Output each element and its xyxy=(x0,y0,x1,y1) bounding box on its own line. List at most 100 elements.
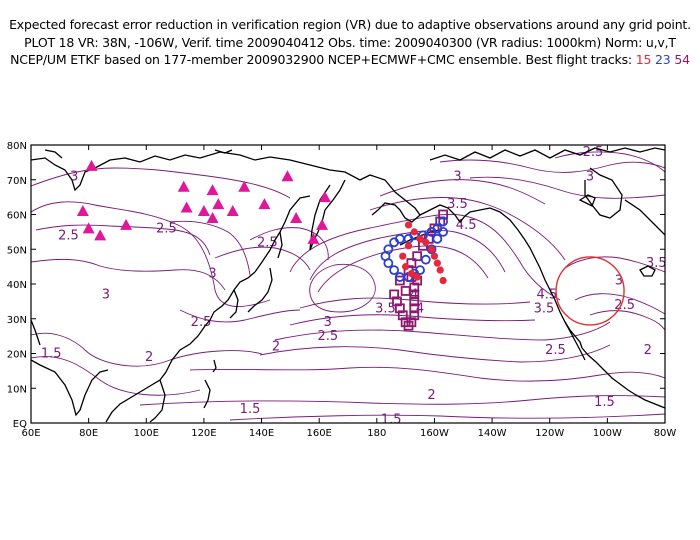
lon-label: 140W xyxy=(478,428,507,439)
track-54-point xyxy=(394,303,405,314)
contour-label: 4.5 xyxy=(537,287,558,302)
philippines-coast xyxy=(203,379,211,409)
contour-line xyxy=(369,197,566,261)
lat-label: 10N xyxy=(7,384,27,395)
observation-triangle xyxy=(197,205,210,217)
track-54-point xyxy=(409,303,420,314)
observation-triangle xyxy=(177,180,190,192)
kamchatka-coast xyxy=(309,179,346,251)
verification-region-circle xyxy=(555,256,625,326)
track-15-point xyxy=(436,266,444,274)
india-coast xyxy=(31,359,109,417)
contour-label: 2.5 xyxy=(191,315,212,330)
track-label-54: 54 xyxy=(674,52,690,67)
great-lakes xyxy=(639,265,656,277)
lon-label: 60E xyxy=(21,428,40,439)
contour-line xyxy=(289,213,561,301)
contour-label: 1.5 xyxy=(381,413,402,428)
track-23-point xyxy=(438,226,449,237)
contour-label: 3 xyxy=(102,287,110,302)
contour-line xyxy=(139,395,665,406)
contour-line xyxy=(259,344,611,363)
contour-label: 2.5 xyxy=(317,329,338,344)
track-15-point xyxy=(433,259,441,267)
track-23-point xyxy=(426,244,437,255)
observation-triangle xyxy=(238,180,251,192)
track-23-point xyxy=(432,233,443,244)
contour-label: 4 xyxy=(416,301,424,316)
header-ensemble-text: NCEP/UM ETKF based on 177-member 2009032… xyxy=(10,52,632,67)
contour-line xyxy=(169,220,251,276)
contour-lines xyxy=(31,151,665,421)
track-15-point xyxy=(413,273,421,281)
contour-label: 3.5 xyxy=(534,301,555,316)
header-title: Expected forecast error reduction in ver… xyxy=(9,17,691,32)
contour-label: 2.5 xyxy=(545,343,566,358)
track-label-23: 23 xyxy=(655,52,671,67)
observation-triangle xyxy=(281,170,294,182)
siberia-islands xyxy=(214,149,233,154)
track-54-point xyxy=(394,275,405,286)
lat-label: 60N xyxy=(7,211,27,222)
observation-triangle xyxy=(82,222,95,234)
sakhalin-coast xyxy=(277,231,283,259)
contour-label: 3 xyxy=(70,169,78,184)
lat-label: 50N xyxy=(7,245,27,256)
observation-triangle xyxy=(120,218,133,230)
observation-triangle xyxy=(206,211,219,223)
track-54-point xyxy=(400,317,411,328)
alaska-coast xyxy=(419,204,583,349)
map-background xyxy=(31,145,665,423)
contour-line xyxy=(249,227,329,261)
contour-label: 2 xyxy=(427,388,435,403)
mexico-coast xyxy=(581,347,665,409)
observation-triangles xyxy=(76,159,331,244)
contour-line xyxy=(214,246,311,271)
track-54-point xyxy=(438,209,449,220)
contour-label: 2.5 xyxy=(257,235,278,250)
contour-label: 3 xyxy=(324,315,332,330)
taiwan-coast xyxy=(212,359,217,373)
track-23-point xyxy=(426,226,437,237)
flight-track-15 xyxy=(399,221,447,285)
contour-label: 4 xyxy=(410,287,418,302)
observation-triangle xyxy=(212,198,225,210)
contour-line xyxy=(309,263,376,313)
hudson-bay-coast xyxy=(584,167,623,219)
track-15-point xyxy=(410,228,418,236)
contour-line xyxy=(469,176,665,199)
lon-label: 160E xyxy=(306,428,331,439)
contour-line xyxy=(564,256,665,273)
contour-label: 3 xyxy=(453,169,461,184)
lon-label: 80E xyxy=(79,428,98,439)
contour-label: 1.5 xyxy=(240,402,261,417)
track-54-point xyxy=(392,296,402,307)
observation-triangle xyxy=(85,159,98,171)
track-23-point xyxy=(383,258,394,269)
contour-label: 1.5 xyxy=(41,347,62,362)
header-plot-info: PLOT 18 VR: 38N, -106W, Verif. time 2009… xyxy=(24,35,676,50)
contour-line xyxy=(31,167,291,199)
track-15-point xyxy=(422,238,430,246)
contour-line xyxy=(179,309,301,323)
contour-line xyxy=(554,151,665,173)
contour-line xyxy=(229,413,665,421)
baja-coast xyxy=(564,321,586,361)
observation-triangle xyxy=(180,201,193,213)
contour-label: 3 xyxy=(586,169,594,184)
track-15-point xyxy=(439,276,447,285)
lon-label: 160W xyxy=(420,428,449,439)
observation-triangle xyxy=(290,211,303,223)
track-23-point xyxy=(389,265,400,276)
lon-label: 80W xyxy=(654,428,677,439)
contour-label: 3.5 xyxy=(447,197,468,212)
contour-line xyxy=(589,310,665,331)
track-54-point xyxy=(409,310,420,321)
lat-label: 40N xyxy=(7,280,27,291)
contour-label: 3.5 xyxy=(375,301,396,316)
contour-line xyxy=(31,258,226,291)
contour-label: 2.5 xyxy=(58,228,79,243)
observation-triangle xyxy=(94,229,107,241)
